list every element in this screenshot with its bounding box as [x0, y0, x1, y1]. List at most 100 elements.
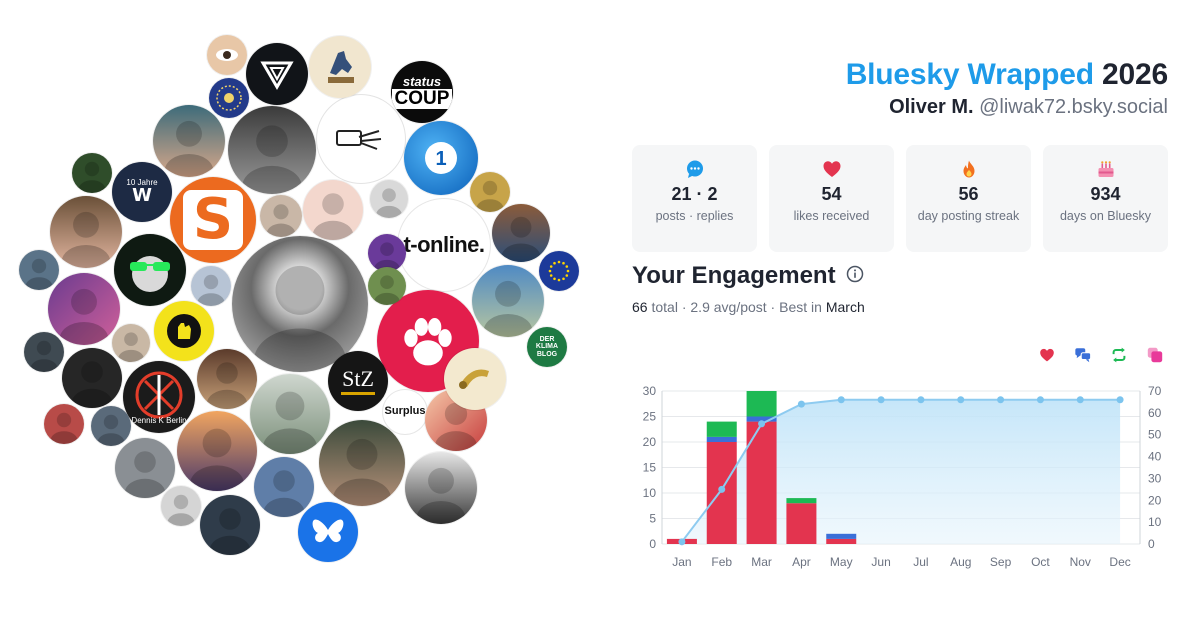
stz-logo[interactable]: StZ	[328, 351, 388, 411]
y-tick-label: 25	[643, 410, 657, 424]
dennis-k-berlin-logo[interactable]: Dennis K Berlin	[123, 361, 195, 433]
t-online-logo[interactable]: t-online.	[398, 199, 490, 291]
sz-logo[interactable]: S	[170, 177, 256, 263]
x-tick-label: Jul	[913, 555, 928, 569]
y-tick-label: 10	[643, 486, 657, 500]
x-tick-label: Apr	[792, 555, 811, 569]
avatar-photo[interactable]	[48, 273, 120, 345]
avatar-photo[interactable]	[405, 452, 477, 524]
user-handle: @liwak72.bsky.social	[979, 96, 1168, 118]
seal-logo[interactable]	[209, 78, 249, 118]
avatar-photo[interactable]	[250, 374, 330, 454]
avatar-photo[interactable]	[492, 204, 550, 262]
triangle-logo[interactable]	[246, 43, 308, 105]
status-coup-logo[interactable]: status COUP	[391, 61, 453, 123]
avatar-photo[interactable]	[319, 420, 405, 506]
status-text: status	[402, 74, 442, 90]
bluesky-butterfly-icon[interactable]	[298, 502, 358, 562]
ten-years-logo[interactable]: 10 Jahre W	[112, 162, 172, 222]
horn-logo[interactable]	[444, 348, 506, 410]
statue-figure-logo[interactable]	[309, 36, 371, 98]
cumulative-point	[797, 400, 805, 408]
avatar-photo[interactable]	[153, 105, 225, 177]
x-tick-label: Jan	[672, 555, 691, 569]
avatar-photo[interactable]	[197, 349, 257, 409]
heart-icon[interactable]	[1038, 346, 1056, 364]
bar-likes	[706, 442, 737, 544]
engagement-total-value: 66	[632, 299, 648, 315]
stats-row: 21 · 2 posts · replies 54 likes received…	[632, 145, 1168, 252]
x-tick-label: Aug	[950, 555, 971, 569]
avatar-photo[interactable]	[232, 236, 368, 372]
avatar-photo[interactable]	[112, 324, 150, 362]
brand-title: Bluesky Wrapped	[845, 58, 1094, 91]
engagement-best-label: Best in	[779, 299, 822, 315]
avatar-photo[interactable]	[115, 438, 175, 498]
engagement-summary: 66 total · 2.9 avg/post · Best in March	[632, 299, 865, 315]
flame-icon	[959, 159, 979, 179]
avatar-photo[interactable]	[24, 332, 64, 372]
cumulative-line	[681, 398, 1121, 543]
avatar-photo[interactable]	[228, 106, 316, 194]
dog-sunglasses-avatar[interactable]	[114, 234, 186, 306]
cumulative-point	[957, 396, 965, 404]
stz-text: StZ	[342, 365, 374, 391]
cumulative-point	[997, 396, 1005, 404]
bar-reposts	[746, 391, 777, 417]
avatar-photo[interactable]	[200, 495, 260, 555]
avatar-photo[interactable]	[191, 266, 231, 306]
speech-bubbles-icon[interactable]	[1074, 346, 1092, 364]
bar-likes	[826, 538, 857, 544]
bar-replies	[706, 436, 737, 442]
dennis-text: Dennis K Berlin	[131, 415, 187, 425]
y2-tick-label: 10	[1148, 515, 1162, 529]
bar-reposts	[706, 421, 737, 437]
avatar-photo[interactable]	[303, 180, 363, 240]
x-tick-label: May	[830, 555, 853, 569]
raised-fist-logo[interactable]	[154, 301, 214, 361]
tagesschau-logo[interactable]: 1	[404, 121, 478, 195]
x-tick-label: Oct	[1031, 555, 1050, 569]
page-header: Bluesky Wrapped 2026 Oliver M. @liwak72.…	[846, 58, 1168, 119]
quote-icon[interactable]	[1146, 346, 1164, 364]
surplus-logo[interactable]: Surplus	[383, 390, 427, 434]
y2-tick-label: 20	[1148, 493, 1162, 507]
avatar-photo[interactable]	[91, 406, 131, 446]
x-tick-label: Mar	[751, 555, 772, 569]
eu-flag-logo[interactable]	[539, 251, 579, 291]
avatar-photo[interactable]	[161, 486, 201, 526]
avatar-photo[interactable]	[470, 172, 510, 212]
info-icon[interactable]	[846, 262, 864, 290]
stat-card-streak: 56 day posting streak	[906, 145, 1031, 252]
avatar-photo[interactable]	[44, 404, 84, 444]
sketch-logo[interactable]	[317, 95, 405, 183]
avatar-photo[interactable]	[177, 411, 257, 491]
cumulative-point	[758, 420, 766, 428]
cumulative-point	[1076, 396, 1084, 404]
cumulative-point	[718, 485, 726, 493]
y2-tick-label: 60	[1148, 406, 1162, 420]
avatar-photo[interactable]	[62, 348, 122, 408]
der-klima-blog-logo[interactable]: DER KLIMA BLOG	[527, 327, 567, 367]
cumulative-point	[917, 396, 925, 404]
y2-tick-label: 0	[1148, 537, 1155, 551]
stat-label: days on Bluesky	[1059, 209, 1152, 223]
avatar-photo[interactable]	[19, 250, 59, 290]
repost-icon[interactable]	[1110, 346, 1128, 364]
engagement-best-month: March	[825, 299, 865, 315]
avatar-photo[interactable]	[50, 196, 122, 268]
y2-tick-label: 30	[1148, 471, 1162, 485]
avatar-photo[interactable]	[72, 153, 112, 193]
svg-text:1: 1	[435, 148, 446, 170]
cumulative-point	[837, 396, 845, 404]
eye-icon[interactable]	[207, 35, 247, 75]
avatar-photo[interactable]	[260, 195, 302, 237]
avatar-photo[interactable]	[370, 180, 408, 218]
avatar-photo[interactable]	[254, 457, 314, 517]
avatar-photo[interactable]	[368, 267, 406, 305]
avatar-photo[interactable]	[472, 265, 544, 337]
surplus-text: Surplus	[384, 405, 426, 418]
stat-value: 21 · 2	[671, 184, 718, 204]
stat-label: posts · replies	[655, 209, 734, 223]
bar-replies	[746, 416, 777, 422]
